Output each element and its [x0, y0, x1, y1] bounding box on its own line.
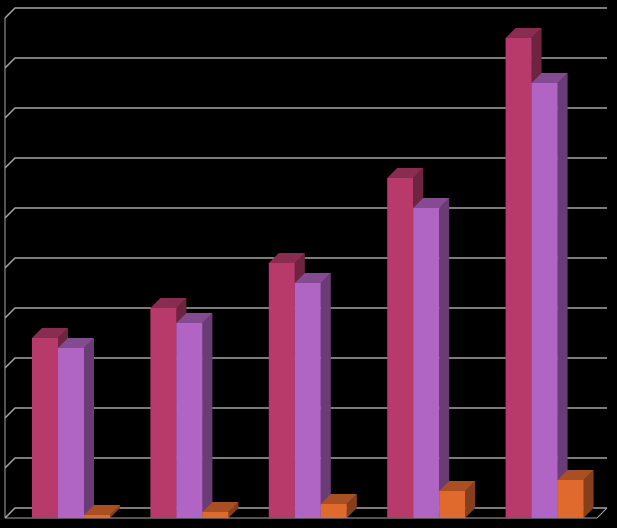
bar-group [439, 481, 476, 518]
bar-group [320, 494, 357, 518]
bar-group [84, 505, 120, 518]
bar [150, 308, 177, 518]
bar-group [294, 273, 331, 518]
bar-group [557, 470, 594, 518]
bar [32, 338, 58, 518]
bar [84, 515, 110, 518]
bar-top [387, 168, 424, 178]
bar-top [176, 313, 213, 323]
bar [387, 178, 414, 518]
bar-group [413, 198, 450, 518]
bar-side [110, 505, 120, 518]
bar-side [439, 198, 450, 518]
bar-top [58, 338, 94, 348]
bar-top [557, 470, 594, 480]
bar [176, 323, 203, 518]
bar-group [176, 313, 213, 518]
grid-line [4, 57, 607, 69]
bar [439, 491, 466, 518]
bar-top [439, 481, 476, 491]
bar-side [346, 494, 357, 518]
bar-side [583, 470, 594, 518]
bar-side [557, 73, 568, 518]
bar [557, 480, 584, 518]
bar-top [505, 28, 542, 38]
bar-top [32, 328, 68, 338]
bar-top [150, 298, 187, 308]
bar-group [202, 502, 239, 518]
bar [413, 208, 440, 518]
floor-right [596, 507, 608, 519]
bar-top [84, 505, 120, 515]
grid-line [4, 107, 607, 119]
bar [202, 512, 229, 518]
bar [505, 38, 532, 518]
bar-top [202, 502, 239, 512]
grid-line [4, 7, 607, 19]
bar-top [268, 253, 305, 263]
bar-side [84, 338, 94, 518]
bar [268, 263, 295, 518]
bar-top [531, 73, 568, 83]
grid-line [4, 157, 607, 169]
bar [294, 283, 321, 518]
bar-group [58, 338, 94, 518]
bar [58, 348, 84, 518]
bar-group [531, 73, 568, 518]
bar-side [228, 502, 239, 518]
bar [320, 504, 347, 518]
bar-side [202, 313, 213, 518]
bar-top [413, 198, 450, 208]
bar-top [294, 273, 331, 283]
bar-top [320, 494, 357, 504]
bar [531, 83, 558, 518]
bar-side [320, 273, 331, 518]
bar-side [465, 481, 476, 518]
